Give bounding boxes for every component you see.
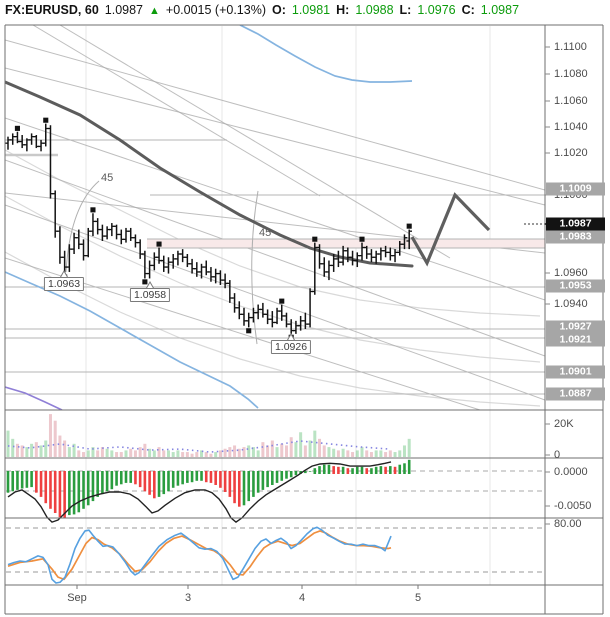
ohlc-bars bbox=[5, 117, 412, 340]
fractal-dot bbox=[156, 241, 162, 247]
low-value: 1.0976 bbox=[417, 3, 456, 17]
price-level-badge: 1.0901 bbox=[546, 365, 605, 379]
close-label: C: bbox=[461, 3, 475, 17]
time-axis-label: 5 bbox=[414, 592, 422, 604]
price-tick-label: 1.1060 bbox=[554, 95, 588, 107]
price-axis[interactable] bbox=[545, 25, 610, 585]
high-label: H: bbox=[336, 3, 350, 17]
pivot-price-label: 1.0926 bbox=[270, 340, 312, 354]
current-price-badge: 1.0987 bbox=[546, 217, 605, 231]
gann-arc bbox=[65, 180, 100, 273]
price-tick-label: 1.1040 bbox=[554, 121, 588, 133]
price-level-badge: 1.0887 bbox=[546, 387, 605, 401]
fractal-dot bbox=[312, 236, 318, 242]
pivot-price-label: 1.0963 bbox=[43, 277, 85, 291]
price-level-badge: 1.1009 bbox=[546, 182, 605, 196]
stochastic-axis-label: 80.00 bbox=[554, 518, 582, 530]
oscillator-axis-label: -0.0050 bbox=[554, 500, 592, 512]
fractal-dot bbox=[279, 298, 285, 304]
time-axis-label: Sep bbox=[67, 592, 87, 604]
time-axis-label: 3 bbox=[184, 592, 192, 604]
time-axis-label: 4 bbox=[298, 592, 306, 604]
volume-axis-label: 20K bbox=[554, 418, 574, 430]
bollinger-upper-band bbox=[239, 25, 413, 83]
open-label: O: bbox=[271, 3, 286, 17]
close-value: 1.0987 bbox=[480, 3, 520, 17]
faint-ma-curve bbox=[5, 149, 541, 317]
fractal-dot bbox=[90, 207, 96, 213]
bollinger-lower-band bbox=[5, 271, 259, 409]
faint-ma-curve bbox=[5, 195, 541, 363]
trendline bbox=[5, 159, 545, 357]
fractal-dot bbox=[142, 279, 148, 285]
fractal-dot bbox=[246, 328, 252, 334]
faint-ma-curve bbox=[5, 251, 541, 407]
open-value: 1.0981 bbox=[291, 3, 331, 17]
trendline bbox=[5, 67, 545, 206]
fractal-dot bbox=[359, 236, 365, 242]
oscillator-axis-label: 0.0000 bbox=[554, 466, 588, 478]
resistance-zone bbox=[147, 239, 545, 248]
price-tick-label: 1.1020 bbox=[554, 147, 588, 159]
trendline bbox=[5, 117, 545, 301]
heavy-ma bbox=[5, 80, 414, 268]
price-level-badge: 1.0983 bbox=[546, 230, 605, 244]
price-tick-label: 1.1100 bbox=[554, 41, 587, 53]
gann-angle-label: 45 bbox=[101, 172, 113, 184]
stochastic-pane bbox=[6, 526, 545, 584]
up-arrow-icon: ▲ bbox=[149, 5, 160, 17]
pivot-price-label: 1.0958 bbox=[129, 288, 171, 302]
volume-axis-label: 0 bbox=[554, 449, 561, 461]
price-level-badge: 1.0921 bbox=[546, 333, 605, 347]
last-price: 1.0987 bbox=[104, 3, 144, 17]
price-tick-label: 1.0960 bbox=[554, 267, 588, 279]
trendline bbox=[5, 39, 545, 191]
trendline bbox=[5, 204, 545, 401]
trendline bbox=[32, 25, 321, 197]
oscillator-signal-line bbox=[7, 461, 392, 523]
high-value: 1.0988 bbox=[355, 3, 394, 17]
forecast-zigzag bbox=[410, 192, 491, 267]
time-axis[interactable] bbox=[0, 586, 545, 614]
oscillator-pane bbox=[6, 459, 545, 523]
price-tick-label: 1.1080 bbox=[554, 68, 588, 80]
volume-pane bbox=[6, 414, 411, 457]
price-level-badge: 1.0927 bbox=[546, 320, 605, 334]
fractal-dot bbox=[406, 223, 412, 229]
price-change: +0.0015 (+0.13%) bbox=[165, 3, 266, 17]
legend: FX:EURUSD, 60 1.0987 ▲ +0.0015 (+0.13%) … bbox=[5, 3, 519, 23]
trendline bbox=[59, 25, 451, 259]
low-label: L: bbox=[399, 3, 412, 17]
fractal-dot bbox=[43, 117, 49, 123]
trendline bbox=[5, 257, 481, 410]
purple-ma bbox=[5, 386, 63, 410]
price-level-badge: 1.0953 bbox=[546, 279, 605, 293]
fractal-dot bbox=[14, 125, 20, 131]
gann-arc bbox=[251, 190, 259, 345]
stoch-k-line bbox=[7, 526, 392, 584]
symbol-title: FX:EURUSD, 60 bbox=[5, 3, 99, 17]
price-tick-label: 1.0940 bbox=[554, 298, 588, 310]
